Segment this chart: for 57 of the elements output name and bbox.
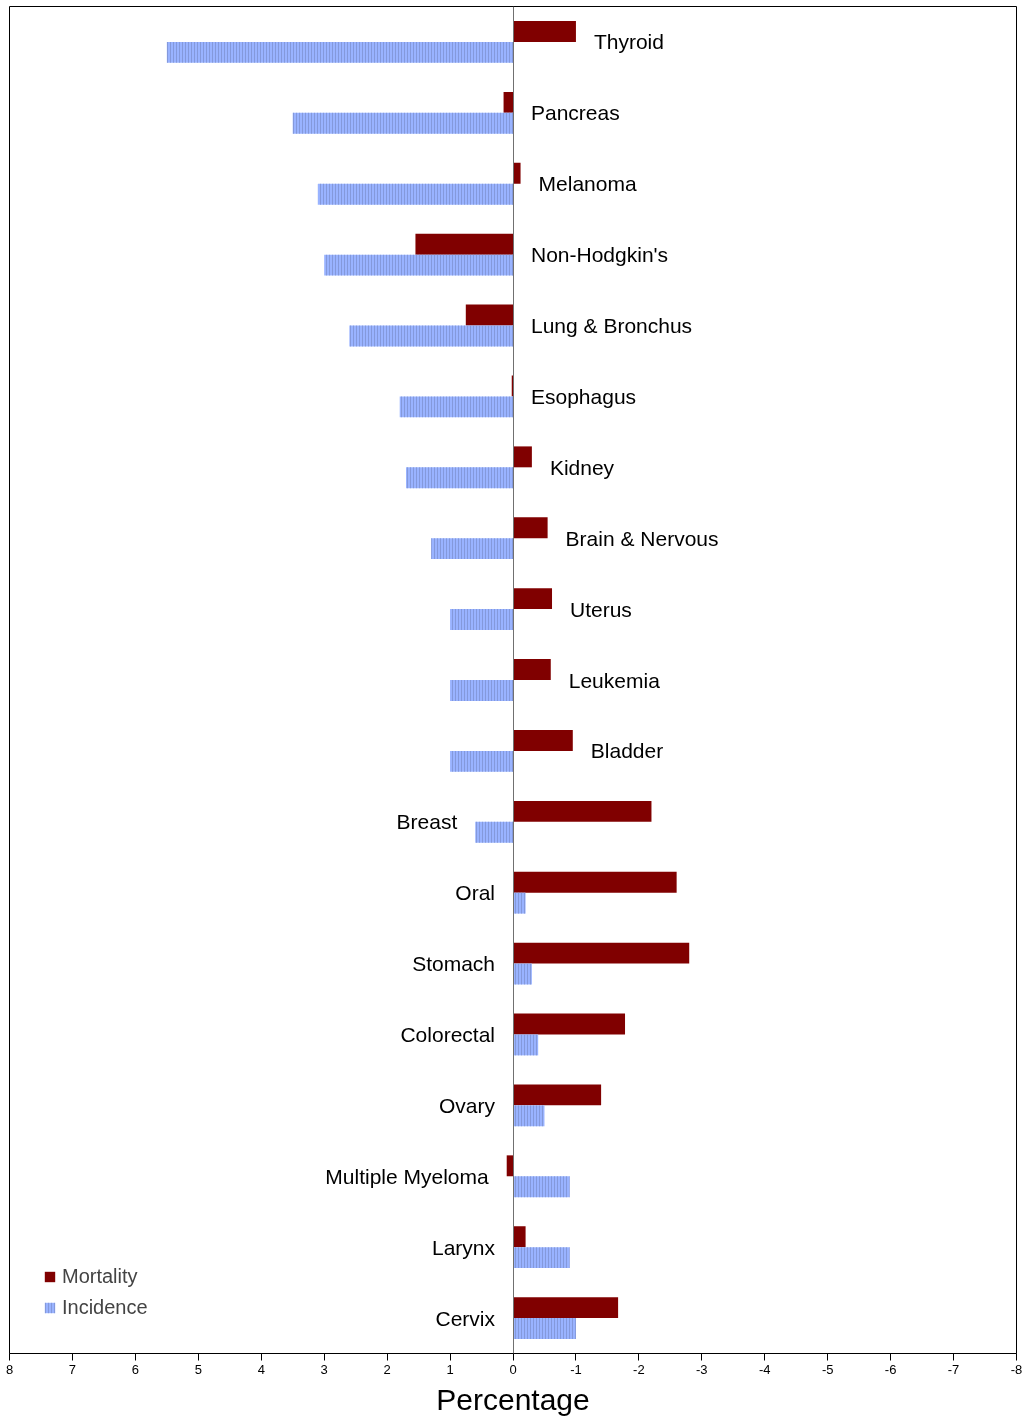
bar xyxy=(513,1297,619,1319)
y-tick-label: Lung & Bronchus xyxy=(531,314,693,338)
bar xyxy=(513,1084,602,1106)
x-tick-label: -1 xyxy=(570,1361,582,1377)
y-tick-label: Oral xyxy=(455,881,496,905)
x-tick-label: -6 xyxy=(884,1361,897,1377)
x-tick-label: 1 xyxy=(446,1361,454,1377)
bar xyxy=(415,233,513,255)
y-tick-label: Pancreas xyxy=(531,101,620,125)
y-tick-label: Ovary xyxy=(438,1093,496,1117)
x-tick-label: 0 xyxy=(509,1361,517,1377)
bar xyxy=(513,517,548,539)
y-tick-label: Leukemia xyxy=(568,668,661,692)
y-tick-label: Multiple Myeloma xyxy=(325,1164,490,1188)
legend-label: Incidence xyxy=(62,1296,148,1319)
y-tick-label: Uterus xyxy=(570,597,632,621)
y-tick-label: Brain & Nervous xyxy=(565,526,719,550)
y-tick-label: Breast xyxy=(396,810,458,834)
bar xyxy=(513,588,553,610)
x-tick-label: -2 xyxy=(633,1361,645,1377)
y-tick-label: Thyroid xyxy=(593,30,664,54)
bar xyxy=(513,942,690,964)
bar xyxy=(513,1226,526,1248)
bar xyxy=(513,659,551,680)
x-tick-label: -3 xyxy=(696,1361,708,1377)
x-tick-label: 4 xyxy=(257,1361,265,1377)
y-tick-label: Bladder xyxy=(590,739,664,763)
x-tick-label: 3 xyxy=(320,1361,328,1377)
x-tick-label: 7 xyxy=(68,1361,77,1377)
bar xyxy=(506,1155,513,1177)
y-tick-label: Melanoma xyxy=(538,172,637,196)
x-tick-label: -8 xyxy=(1010,1361,1023,1377)
y-tick-label: Cervix xyxy=(435,1306,496,1330)
x-tick-label: -7 xyxy=(947,1361,960,1377)
x-tick-label: 8 xyxy=(5,1361,14,1377)
x-tick-label: 6 xyxy=(131,1361,139,1377)
x-tick-label: -4 xyxy=(758,1361,771,1377)
bar xyxy=(513,1013,626,1035)
x-tick-label: 5 xyxy=(194,1361,202,1377)
bar xyxy=(513,871,677,893)
y-tick-label: Colorectal xyxy=(400,1022,496,1046)
y-tick-label: Kidney xyxy=(549,455,615,479)
bar xyxy=(465,304,513,326)
y-tick-label: Non-Hodgkin's xyxy=(531,243,669,267)
x-tick-label: -5 xyxy=(821,1361,834,1377)
y-tick-label: Larynx xyxy=(431,1235,496,1259)
bar xyxy=(503,91,513,113)
y-tick-label: Stomach xyxy=(412,952,495,976)
bar xyxy=(513,729,573,751)
bar xyxy=(513,446,532,468)
x-tick-label: 2 xyxy=(383,1361,391,1377)
bar xyxy=(513,800,652,822)
y-tick-label: Esophagus xyxy=(531,384,637,408)
legend-label: Mortality xyxy=(62,1265,138,1288)
bar xyxy=(513,21,576,42)
x-axis-title: Percentage xyxy=(436,1382,590,1416)
bar xyxy=(513,162,521,184)
